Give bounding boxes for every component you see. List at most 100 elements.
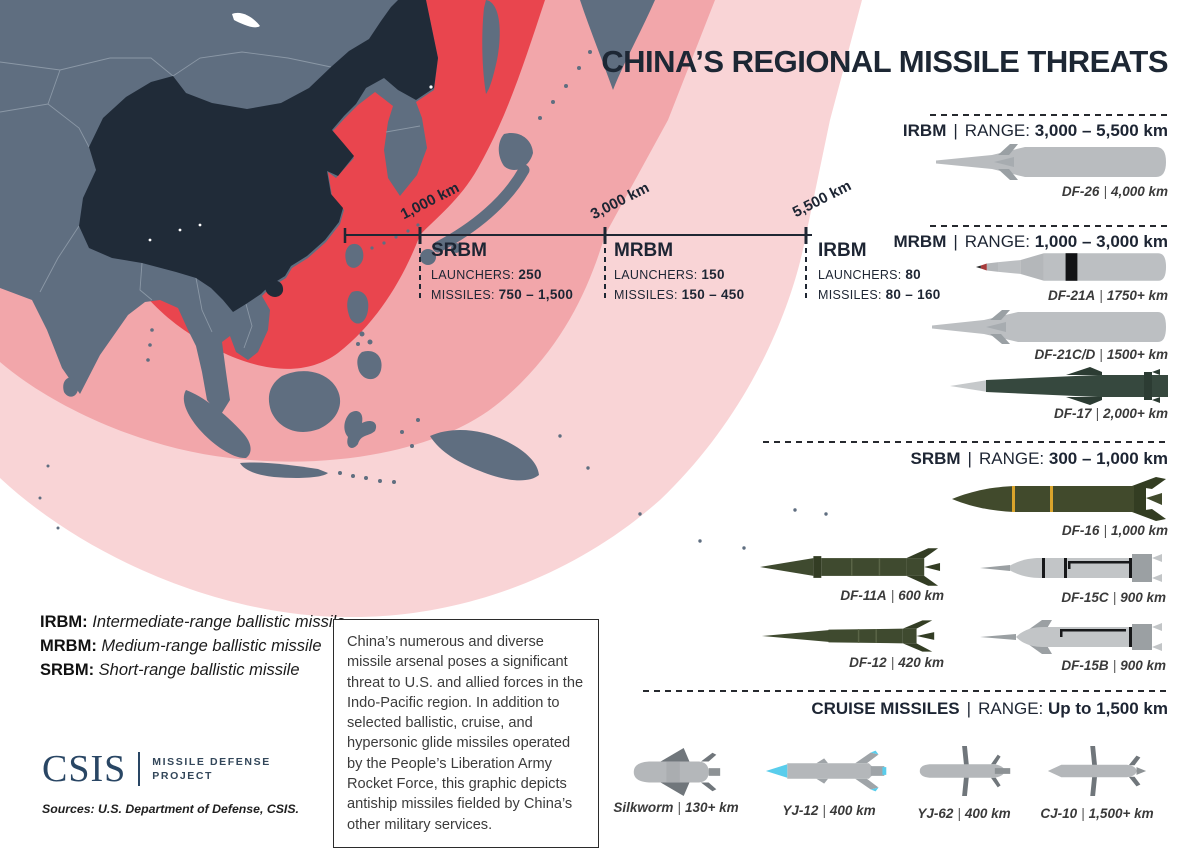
andaman-island — [150, 328, 154, 332]
section-divider-cruise — [643, 690, 1168, 692]
pacific-island — [742, 546, 746, 550]
csis-logo: CSIS MISSILE DEFENSE PROJECT — [42, 748, 271, 790]
island-mindanao — [357, 350, 382, 380]
callout-launchers: LAUNCHERS: 250 — [431, 267, 542, 282]
island-sulawesi — [344, 411, 377, 448]
maluku-island — [410, 444, 414, 448]
andaman-island — [148, 343, 152, 347]
island-kyushu — [420, 249, 436, 265]
indian-ocean-island — [46, 464, 50, 468]
map-callout-irbm: IRBM LAUNCHERS: 80 MISSILES: 80 – 160 — [818, 240, 998, 305]
missile-df-21a — [973, 248, 1168, 291]
missile-df-12-art — [761, 620, 935, 652]
missile-yj-12-art — [765, 750, 887, 792]
missile-df-17-art — [950, 367, 1168, 405]
pacific-island — [638, 512, 642, 516]
island-hokkaido — [498, 132, 533, 170]
sunda-island — [364, 476, 368, 480]
philippine-island — [356, 342, 360, 346]
island-new-guinea — [430, 429, 539, 481]
missile-label-df-17: DF-17 | 2,000+ km — [1054, 406, 1168, 421]
island-honshu — [432, 164, 530, 253]
missile-df-15b — [976, 616, 1166, 663]
missile-label-silkworm: Silkworm | 130+ km — [613, 800, 739, 815]
maluku-island — [400, 430, 404, 434]
callout-launchers: LAUNCHERS: 150 — [614, 267, 725, 282]
kuril-island — [564, 84, 568, 88]
map-city-dot — [429, 85, 433, 89]
island-luzon — [347, 290, 369, 324]
page-title: CHINA’S REGIONAL MISSILE THREATS — [601, 44, 1168, 79]
missile-label-yj-12: YJ-12 | 400 km — [782, 803, 876, 818]
callout-category: SRBM — [431, 240, 487, 261]
map-callout-mrbm: MRBM LAUNCHERS: 150 MISSILES: 150 – 450 — [614, 240, 794, 305]
island-java — [240, 462, 328, 478]
pacific-island — [586, 466, 590, 470]
missile-df-26-art — [936, 144, 1166, 180]
pacific-island — [698, 539, 702, 543]
sunda-island — [338, 471, 342, 475]
missile-silkworm — [628, 746, 724, 803]
island-shikoku — [451, 243, 461, 253]
callout-missiles: MISSILES: 150 – 450 — [614, 287, 745, 302]
kuril-island — [577, 66, 581, 70]
kuril-island — [551, 100, 555, 104]
callout-missiles: MISSILES: 750 – 1,500 — [431, 287, 574, 302]
missile-df-15c-art — [980, 554, 1162, 582]
section-divider-irbm — [930, 114, 1168, 116]
missile-yj-12 — [762, 750, 896, 797]
missile-yj-62 — [914, 743, 1016, 804]
philippine-island — [367, 339, 373, 345]
island-sri-lanka — [63, 377, 79, 397]
missile-df-21a-art — [975, 253, 1167, 281]
callout-missiles: MISSILES: 80 – 160 — [818, 287, 941, 302]
section-header-mrbm: MRBM | RANGE: 1,000 – 3,000 km — [893, 232, 1168, 251]
indian-ocean-island — [56, 526, 60, 530]
section-header-srbm: SRBM | RANGE: 300 – 1,000 km — [910, 449, 1168, 468]
missile-label-yj-62: YJ-62 | 400 km — [917, 806, 1011, 821]
missile-label-df-15b: DF-15B | 900 km — [1061, 658, 1166, 673]
legend-item-srbm: SRBM: Short-range ballistic missile — [40, 661, 300, 679]
csis-program-name: MISSILE DEFENSE PROJECT — [152, 756, 271, 782]
maluku-island — [416, 418, 420, 422]
kuril-island — [538, 116, 542, 120]
island-sumatra — [183, 390, 251, 459]
andaman-island — [146, 358, 150, 362]
range-line — [343, 227, 812, 300]
missile-label-df-21a: DF-21A | 1750+ km — [1048, 288, 1168, 303]
island-sakhalin — [482, 0, 500, 94]
missile-label-df-12: DF-12 | 420 km — [849, 655, 944, 670]
island-hainan — [265, 280, 284, 297]
missile-label-df-21cd: DF-21C/D | 1500+ km — [1034, 347, 1168, 362]
missile-df-21cd — [926, 308, 1168, 351]
legend-item-mrbm: MRBM: Medium-range ballistic missile — [40, 637, 322, 655]
missile-df-12 — [760, 618, 942, 659]
pacific-island — [793, 508, 797, 512]
ryukyu-island — [416, 223, 420, 227]
section-header-irbm: IRBM | RANGE: 3,000 – 5,500 km — [902, 121, 1168, 140]
lake-baikal — [232, 12, 260, 28]
description-box: China’s numerous and diverse missile ars… — [333, 619, 599, 848]
missile-cj-10-art — [1047, 745, 1147, 797]
pacific-island — [558, 434, 562, 438]
missile-df-11a — [756, 546, 944, 593]
island-borneo — [268, 371, 341, 432]
missile-df-15c — [976, 548, 1166, 593]
legend-item-irbm: IRBM: Intermediate-range ballistic missi… — [40, 613, 346, 631]
missile-label-df-15c: DF-15C | 900 km — [1061, 590, 1166, 605]
peninsula-kamchatka — [580, 0, 655, 90]
tibet-lakes — [148, 223, 202, 242]
missile-df-11a-art — [759, 548, 941, 586]
ryukyu-island — [406, 229, 410, 233]
ryukyu-island — [394, 235, 398, 239]
section-divider-srbm — [763, 441, 1168, 443]
missile-label-df-16: DF-16 | 1,000 km — [1061, 523, 1168, 538]
missile-df-26 — [928, 141, 1168, 188]
missile-yj-62-art — [919, 745, 1011, 797]
missile-silkworm-art — [633, 748, 721, 796]
missile-df-15b-art — [980, 620, 1162, 654]
indian-ocean-island — [38, 496, 42, 500]
pacific-island — [824, 512, 828, 516]
philippine-island — [359, 331, 365, 337]
